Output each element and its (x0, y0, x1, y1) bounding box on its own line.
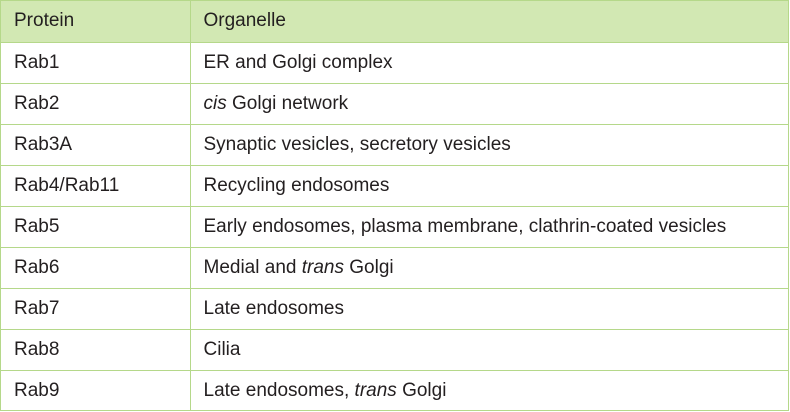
cell-protein: Rab7 (1, 288, 190, 330)
organelle-text-italic: trans (354, 379, 397, 401)
table-body: Rab1 ER and Golgi complex Rab2 cis Golgi ne… (1, 42, 788, 411)
table-row: Rab4/Rab11 Recycling endosomes (1, 165, 788, 207)
organelle-text: Golgi (343, 256, 394, 278)
organelle-text: Early endosomes, plasma membrane, clathr… (203, 215, 727, 237)
header-protein: Protein (1, 1, 190, 43)
organelle-text-italic: trans (301, 256, 344, 278)
cell-organelle: cis Golgi network (189, 83, 788, 125)
table-row: Rab1 ER and Golgi complex (1, 42, 788, 84)
cell-protein: Rab9 (14, 379, 60, 401)
organelle-text: Golgi network (226, 92, 349, 114)
cell-protein: Rab2 (1, 83, 190, 125)
table-row: Rab9 Late endosomes, trans Golgi (1, 370, 788, 411)
cell-organelle: Late endosomes (189, 288, 788, 330)
cell-organelle: ER and Golgi complex (189, 42, 788, 84)
organelle-text: Synaptic vesicles, secretory vesicles (203, 133, 511, 155)
cell-organelle: Cilia (189, 329, 788, 371)
cell-protein: Rab8 (1, 329, 190, 371)
cell-organelle: Synaptic vesicles, secretory vesicles (189, 124, 788, 166)
cell-protein: Rab5 (1, 206, 190, 248)
table-row: Rab7 Late endosomes (1, 288, 788, 330)
cell-protein: Rab3A (1, 124, 190, 166)
organelle-text: Late endosomes, (203, 379, 355, 401)
cell-organelle: Late endosomes, trans Golgi (189, 370, 788, 411)
cell-protein: Rab1 (1, 42, 190, 84)
cell-protein: Rab4/Rab11 (1, 165, 190, 207)
table-row: Rab5 Early endosomes, plasma membrane, cl… (1, 206, 788, 248)
cell-organelle: Early endosomes, plasma membrane, clathr… (189, 206, 788, 248)
table-row: Rab2 cis Golgi network (1, 83, 788, 125)
organelle-text: Golgi (396, 379, 447, 401)
header-row: Protein Organelle (1, 1, 788, 43)
organelle-text: Late endosomes (203, 297, 345, 319)
cell-protein: Rab6 (1, 247, 190, 289)
table-header: Protein Organelle (1, 1, 788, 43)
organelle-text: ER and Golgi complex (203, 51, 393, 73)
header-organelle: Organelle (189, 1, 788, 43)
table-row: Rab6 Medial and trans Golgi (1, 247, 788, 289)
cell-organelle: Recycling endosomes (189, 165, 788, 207)
organelle-text: Medial and (203, 256, 302, 278)
organelle-text: Recycling endosomes (203, 174, 390, 196)
table-row: Rab8 Cilia (1, 329, 788, 371)
organelle-text-italic: cis (203, 92, 227, 114)
table-row: Rab3A Synaptic vesicles, secretory vesicl… (1, 124, 788, 166)
organelle-text: Cilia (203, 338, 241, 360)
cell-organelle: Medial and trans Golgi (189, 247, 788, 289)
